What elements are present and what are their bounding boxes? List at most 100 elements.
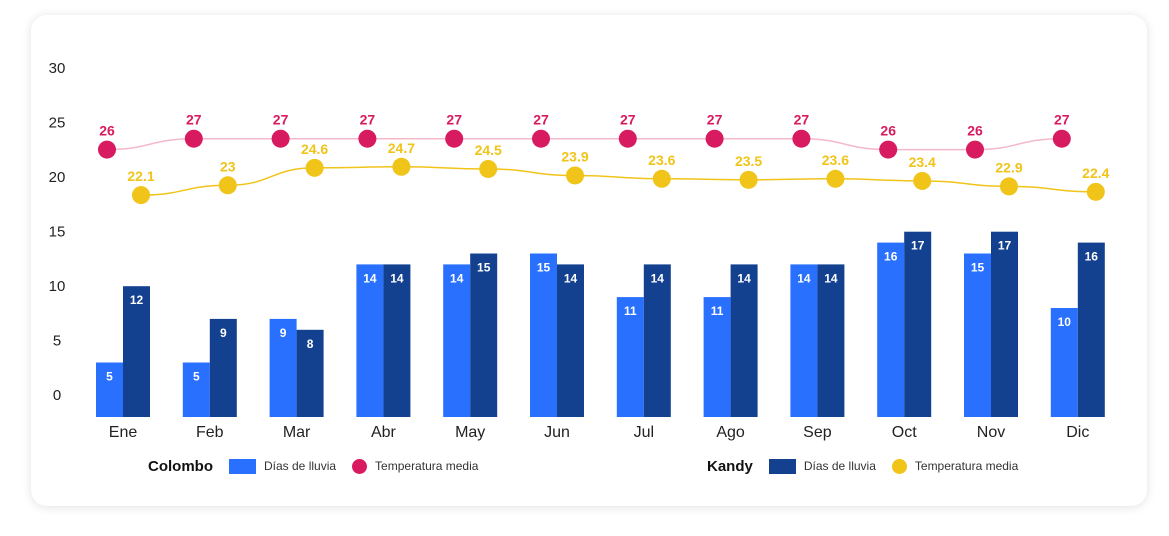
point-colombo-ago: [705, 129, 724, 148]
y-tick-label: 0: [53, 387, 61, 404]
x-tick-label: May: [455, 424, 485, 441]
bar-value-label: 17: [911, 239, 925, 253]
x-tick-label: Ago: [716, 424, 745, 441]
bar-kandy-jul: [643, 264, 671, 417]
bar-value-label: 17: [998, 239, 1012, 253]
temp-value-label: 27: [186, 112, 202, 128]
point-colombo-feb: [184, 129, 203, 148]
legend-swatch-kandy-rain: [768, 458, 796, 474]
temp-value-label: 23.5: [735, 153, 762, 169]
bar-kandy-mar: [296, 329, 324, 417]
point-kandy-mar: [305, 158, 324, 177]
point-kandy-jul: [652, 169, 671, 188]
temp-value-label: 27: [533, 112, 549, 128]
bar-value-label: 15: [537, 261, 551, 275]
bar-value-label: 15: [971, 261, 985, 275]
x-tick-label: Dic: [1066, 424, 1089, 441]
bar-colombo-jul: [616, 297, 644, 417]
x-tick-label: Abr: [371, 424, 397, 441]
bar-kandy-feb: [209, 318, 237, 417]
point-kandy-jun: [566, 166, 584, 185]
bar-colombo-oct: [877, 242, 905, 417]
point-colombo-ene: [98, 140, 116, 159]
bar-colombo-ene: [96, 362, 123, 417]
bar-value-label: 11: [624, 304, 637, 318]
point-colombo-jun: [532, 129, 550, 148]
temp-value-label: 27: [360, 112, 376, 128]
legend-colombo: Colombo Días de lluvia Temperatura media: [148, 455, 494, 477]
bar-colombo-dic: [1050, 308, 1078, 417]
y-tick-label: 15: [49, 224, 66, 241]
point-colombo-may: [445, 129, 464, 148]
bar-colombo-may: [443, 264, 471, 417]
bar-value-label: 5: [106, 370, 113, 384]
temp-value-label: 27: [794, 112, 810, 128]
chart-card: [31, 15, 1147, 506]
legend-label-colombo-rain: Días de lluvia: [264, 459, 337, 473]
point-kandy-ene: [132, 186, 150, 205]
temp-value-label: 27: [273, 112, 289, 128]
bar-value-label: 14: [651, 271, 665, 285]
temp-value-label: 23.9: [561, 148, 588, 164]
bar-kandy-jun: [557, 264, 584, 417]
point-colombo-jul: [618, 129, 637, 148]
point-colombo-sep: [792, 129, 811, 148]
point-colombo-abr: [358, 129, 377, 148]
bar-value-label: 14: [450, 271, 464, 285]
x-tick-label: Mar: [283, 424, 311, 441]
legend-title-colombo: Colombo: [148, 457, 213, 475]
y-tick-label: 30: [49, 60, 66, 77]
x-tick-label: Oct: [892, 424, 917, 441]
bar-value-label: 12: [130, 293, 144, 307]
temp-value-label: 23.6: [648, 152, 675, 168]
point-kandy-feb: [218, 176, 237, 195]
legend-label-kandy-rain: Días de lluvia: [803, 459, 876, 473]
bar-colombo-abr: [356, 264, 384, 417]
legend-swatch-kandy-temp: [891, 458, 907, 474]
bar-kandy-nov: [991, 231, 1018, 417]
line-kandy: [140, 166, 1096, 196]
bar-colombo-mar: [269, 318, 297, 417]
point-colombo-mar: [271, 129, 290, 148]
legend-swatch-colombo-rain: [229, 458, 256, 474]
bar-value-label: 14: [824, 271, 838, 285]
temp-value-label: 23.4: [909, 154, 936, 170]
x-tick-label: Feb: [196, 424, 224, 441]
legend-swatch-colombo-temp: [352, 458, 368, 474]
line-colombo: [106, 137, 1062, 151]
bar-kandy-oct: [904, 231, 932, 417]
y-tick-label: 10: [49, 278, 66, 295]
bar-value-label: 14: [390, 271, 404, 285]
bar-colombo-ago: [703, 297, 731, 417]
x-tick-label: Nov: [977, 424, 1005, 441]
point-kandy-may: [479, 159, 498, 178]
temp-value-label: 27: [446, 112, 462, 128]
temp-value-label: 26: [967, 123, 983, 139]
legend-kandy: Kandy Días de lluvia Temperatura media: [707, 455, 1034, 477]
bar-value-label: 10: [1058, 315, 1072, 329]
bar-kandy-ago: [730, 264, 758, 417]
y-tick-label: 20: [49, 169, 66, 186]
temp-value-label: 22.4: [1082, 165, 1109, 181]
point-colombo-nov: [966, 140, 984, 159]
bar-value-label: 16: [884, 250, 898, 264]
x-tick-label: Sep: [803, 424, 832, 441]
temp-value-label: 26: [99, 123, 115, 139]
bar-kandy-ene: [123, 286, 150, 417]
bar-value-label: 9: [220, 326, 227, 340]
point-kandy-ago: [739, 170, 758, 189]
bar-value-label: 14: [564, 271, 578, 285]
temp-value-label: 27: [620, 112, 636, 128]
point-kandy-sep: [826, 169, 845, 188]
point-kandy-oct: [913, 171, 932, 190]
point-kandy-abr: [392, 157, 411, 176]
legend-label-kandy-temp: Temperatura media: [914, 459, 1019, 473]
bar-kandy-dic: [1077, 242, 1105, 417]
temp-value-label: 22.9: [995, 159, 1022, 175]
point-colombo-oct: [879, 140, 898, 159]
x-tick-label: Jun: [544, 424, 570, 441]
bar-colombo-feb: [182, 362, 210, 417]
temp-value-label: 22.1: [127, 168, 154, 184]
bar-value-label: 5: [193, 370, 200, 384]
